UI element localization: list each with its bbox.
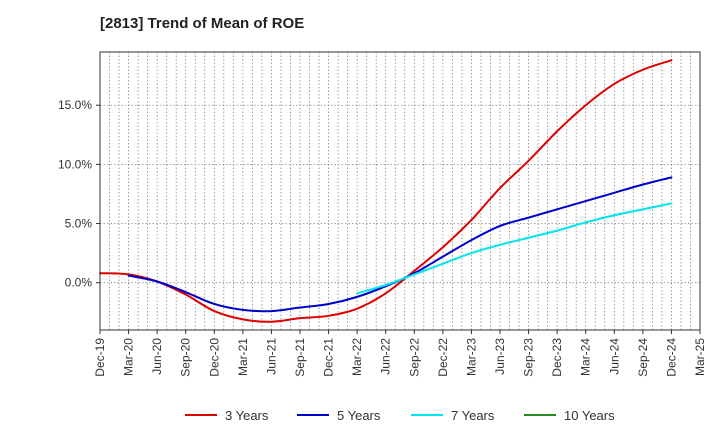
x-tick-label: Mar-24 xyxy=(579,338,593,376)
x-tick-label: Sep-22 xyxy=(407,338,421,377)
y-tick-label: 15.0% xyxy=(58,98,92,112)
legend-label: 5 Years xyxy=(337,408,381,423)
x-tick-label: Dec-22 xyxy=(436,338,450,377)
legend-label: 3 Years xyxy=(225,408,269,423)
grid xyxy=(100,52,700,330)
x-tick-label: Jun-20 xyxy=(150,338,164,375)
x-tick-label: Mar-20 xyxy=(122,338,136,376)
x-tick-label: Dec-23 xyxy=(550,338,564,377)
x-tick-label: Sep-24 xyxy=(636,338,650,377)
legend: 3 Years 5 Years 7 Years 10 Years xyxy=(185,408,615,423)
legend-label: 10 Years xyxy=(564,408,615,423)
x-axis: Dec-19 Mar-20 Jun-20 Sep-20 Dec-20 Mar-21 Jun-… xyxy=(93,330,707,377)
series-line-3 xyxy=(356,202,673,295)
x-tick-label: Mar-23 xyxy=(464,338,478,376)
x-tick-label: Dec-20 xyxy=(207,338,221,377)
x-tick-label: Dec-19 xyxy=(93,338,107,377)
y-tick-label: 5.0% xyxy=(65,217,93,231)
series-lines xyxy=(99,59,673,323)
plot-background xyxy=(100,52,700,330)
x-tick-label: Mar-25 xyxy=(693,338,707,376)
x-tick-label: Jun-21 xyxy=(264,338,278,375)
y-tick-label: 10.0% xyxy=(58,157,92,171)
series-line-1 xyxy=(99,59,673,323)
chart-title: [2813] Trend of Mean of ROE xyxy=(100,15,305,32)
x-tick-label: Sep-23 xyxy=(522,338,536,377)
x-tick-label: Mar-21 xyxy=(236,338,250,376)
y-tick-label: 0.0% xyxy=(65,276,93,290)
x-tick-label: Dec-24 xyxy=(664,338,678,377)
x-tick-label: Jun-23 xyxy=(493,338,507,375)
x-tick-label: Mar-22 xyxy=(350,338,364,376)
x-tick-label: Dec-21 xyxy=(322,338,336,377)
plot-border xyxy=(99,51,701,331)
x-tick-label: Sep-21 xyxy=(293,338,307,377)
y-axis: 0.0% 5.0% 10.0% 15.0% xyxy=(58,98,100,290)
legend-label: 7 Years xyxy=(451,408,495,423)
x-tick-label: Jun-24 xyxy=(607,338,621,375)
x-tick-label: Sep-20 xyxy=(179,338,193,377)
x-tick-label: Jun-22 xyxy=(379,338,393,375)
